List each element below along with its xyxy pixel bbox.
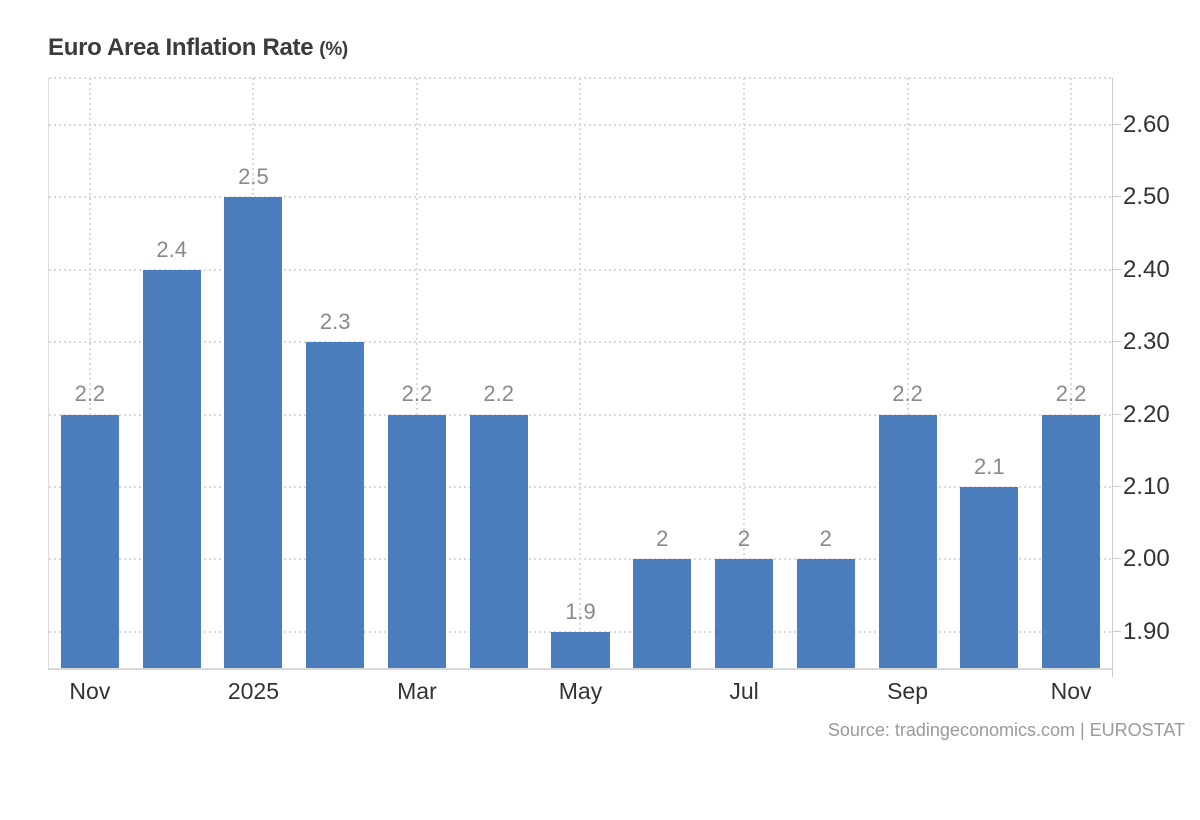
bar-value-label: 2.2 xyxy=(401,381,433,407)
y-axis-label: 2.40 xyxy=(1123,255,1170,283)
y-axis-tick xyxy=(1112,341,1121,343)
y-axis-label: 1.90 xyxy=(1123,617,1170,645)
bar-value-label: 2.1 xyxy=(974,453,1005,479)
bar-value-label: 2 xyxy=(819,526,832,552)
y-axis-tick xyxy=(1112,630,1121,632)
x-axis-label: Jul xyxy=(729,678,759,704)
bar[interactable] xyxy=(142,269,201,668)
bar[interactable] xyxy=(306,342,365,668)
chart-title-text: Euro Area Inflation Rate xyxy=(48,34,314,61)
chart-title-unit: (%) xyxy=(319,39,348,60)
y-axis-tick xyxy=(1112,268,1121,270)
bar[interactable] xyxy=(60,414,119,668)
bar-slot: 2.2 Sep xyxy=(867,78,949,704)
bar-slot: 2 xyxy=(621,78,703,668)
bar[interactable] xyxy=(960,487,1019,668)
x-axis-label: Mar xyxy=(397,678,437,704)
y-axis-label: 2.60 xyxy=(1123,111,1170,139)
bar-value-label: 2.3 xyxy=(319,309,351,335)
bar-slot: 2.2 Nov xyxy=(1030,78,1112,704)
gridline-vertical xyxy=(579,78,582,668)
y-axis-label: 2.10 xyxy=(1123,473,1170,501)
bar-slot: 2.5 2025 xyxy=(213,78,295,704)
bar[interactable] xyxy=(714,559,774,668)
y-axis-tick xyxy=(1112,196,1121,198)
bar-value-label: 2.2 xyxy=(1055,381,1087,407)
bar-slot: 2.4 xyxy=(131,78,213,668)
y-axis-label: 2.50 xyxy=(1123,183,1170,211)
y-axis-tick xyxy=(1112,413,1121,415)
bar[interactable] xyxy=(1042,414,1101,668)
bar-slot: 2 xyxy=(785,78,867,668)
bar-value-label: 2.2 xyxy=(483,381,515,407)
bar-slot: 1.9 May xyxy=(540,78,622,704)
x-axis-label: May xyxy=(558,678,603,704)
bar-slot: 2.2 Nov xyxy=(49,78,131,704)
bar[interactable] xyxy=(878,414,937,668)
bar-slot: 2.2 Mar xyxy=(376,78,458,704)
bar[interactable] xyxy=(469,414,528,668)
x-axis-end-tick xyxy=(1112,670,1113,677)
bar-slot: 2 Jul xyxy=(703,78,785,704)
y-axis-tick xyxy=(1112,558,1121,560)
bar-slot: 2.3 xyxy=(294,78,376,668)
bar[interactable] xyxy=(387,414,446,668)
plot-area: 2.60 2.50 2.40 2.30 2.20 2.10 2.00 1.90 2.2 Nov 2.… xyxy=(48,77,1170,704)
x-axis-label: Nov xyxy=(1050,678,1092,704)
bar[interactable] xyxy=(224,197,283,668)
bar-value-label: 2 xyxy=(737,526,751,552)
bar[interactable] xyxy=(633,559,692,668)
y-axis-label: 2.20 xyxy=(1123,400,1170,428)
bar-value-label: 2.4 xyxy=(156,236,187,262)
y-axis-tick xyxy=(1112,486,1121,488)
source-attribution: Source: tradingeconomics.com | EUROSTAT xyxy=(827,720,1185,740)
bar-value-label: 1.9 xyxy=(565,598,596,624)
bar-value-label: 2 xyxy=(656,526,669,552)
bar-value-label: 2.2 xyxy=(74,381,106,407)
bar-value-label: 2.2 xyxy=(892,381,923,407)
y-axis-tick xyxy=(1112,124,1121,126)
y-axis-label: 2.00 xyxy=(1123,545,1170,573)
bar-slot: 2.1 xyxy=(948,78,1030,668)
bar[interactable] xyxy=(796,559,855,668)
bar[interactable] xyxy=(551,631,610,668)
x-axis-label: Sep xyxy=(887,678,929,704)
x-axis-label: Nov xyxy=(69,678,111,704)
bar-value-label: 2.5 xyxy=(238,164,269,190)
x-axis-label: 2025 xyxy=(227,678,279,704)
y-axis-label: 2.30 xyxy=(1123,328,1170,356)
chart-title: Euro Area Inflation Rate (%) xyxy=(48,34,348,62)
bar-slot: 2.2 xyxy=(458,78,540,668)
